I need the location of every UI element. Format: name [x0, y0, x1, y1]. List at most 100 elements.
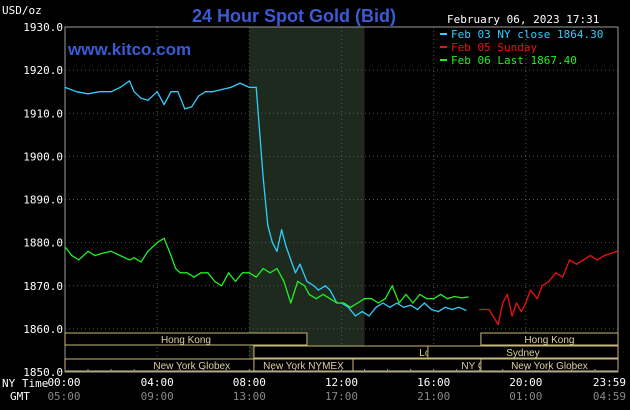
- x-tick-label-ny: 23:59: [593, 376, 626, 389]
- price-point-0: [204, 91, 207, 93]
- price-point-2: [467, 296, 469, 298]
- price-point-2: [283, 280, 285, 283]
- x-tick-label-gmt: 04:59: [593, 390, 626, 403]
- price-line-0: [64, 80, 467, 317]
- price-point-2: [439, 293, 442, 295]
- price-point-1: [610, 252, 612, 255]
- price-point-2: [453, 295, 456, 298]
- price-point-1: [497, 323, 499, 326]
- price-point-0: [239, 82, 241, 84]
- price-point-2: [101, 252, 103, 255]
- price-point-2: [419, 293, 421, 295]
- price-point-0: [444, 306, 446, 308]
- price-point-0: [255, 86, 257, 88]
- price-point-0: [211, 91, 214, 93]
- session-label: Sydney: [506, 348, 539, 359]
- price-point-2: [446, 298, 449, 300]
- x-tick-label-gmt: 05:00: [47, 390, 80, 403]
- chart-title: 24 Hour Spot Gold (Bid): [192, 6, 396, 26]
- session-label: New York Globex: [511, 361, 588, 372]
- price-point-2: [200, 272, 202, 274]
- price-point-0: [230, 86, 232, 88]
- x-tick-label-ny: 16:00: [417, 376, 450, 389]
- timestamp: February 06, 2023 17:31: [447, 13, 599, 26]
- price-point-0: [140, 97, 142, 99]
- price-point-2: [140, 261, 142, 263]
- price-point-2: [94, 254, 96, 257]
- price-point-1: [488, 308, 490, 311]
- price-point-2: [163, 237, 165, 239]
- price-point-0: [64, 86, 66, 88]
- price-point-0: [198, 95, 200, 97]
- price-point-0: [75, 91, 78, 93]
- x-tick-label-gmt: 01:00: [509, 390, 542, 403]
- price-point-1: [525, 302, 527, 304]
- y-tick-label: 1860.0: [23, 323, 63, 336]
- price-point-0: [156, 91, 158, 93]
- price-point-2: [186, 272, 188, 274]
- y-tick-label: 1870.0: [23, 280, 63, 293]
- x-tick-label-ny: 20:00: [509, 376, 542, 389]
- ny-time-label: NY Time: [2, 377, 48, 390]
- price-point-0: [184, 108, 186, 110]
- x-tick-label-ny: 00:00: [47, 376, 80, 389]
- y-tick-label: 1920.0: [23, 64, 63, 77]
- price-point-1: [596, 259, 598, 261]
- price-point-2: [290, 302, 292, 304]
- price-point-0: [368, 315, 370, 317]
- price-point-0: [382, 302, 384, 304]
- price-point-1: [520, 311, 522, 313]
- price-point-2: [64, 246, 66, 248]
- price-point-0: [285, 246, 287, 248]
- price-point-0: [458, 306, 460, 308]
- y-axis-label: USD/oz: [2, 4, 42, 17]
- price-point-0: [177, 91, 179, 93]
- price-point-0: [299, 263, 301, 265]
- price-point-0: [98, 91, 101, 93]
- price-point-1: [506, 293, 508, 295]
- price-point-2: [248, 272, 250, 274]
- legend-item-feb03: Feb 03 NY close 1864.30: [451, 28, 603, 41]
- price-point-2: [227, 272, 230, 274]
- nymex-shaded-rect: [249, 27, 365, 372]
- session-bar: [427, 345, 619, 359]
- session-bar: [64, 332, 308, 346]
- price-point-2: [322, 293, 324, 295]
- price-point-1: [529, 289, 532, 291]
- price-point-2: [110, 250, 112, 252]
- price-point-0: [324, 285, 326, 287]
- x-tick-label-gmt: 17:00: [325, 390, 358, 403]
- price-point-2: [175, 267, 177, 270]
- price-point-0: [313, 285, 315, 287]
- price-point-2: [350, 306, 352, 308]
- price-point-2: [78, 259, 80, 261]
- price-point-2: [234, 280, 237, 283]
- price-point-2: [71, 254, 73, 257]
- price-point-2: [460, 297, 462, 299]
- price-point-2: [133, 257, 135, 259]
- price-point-0: [267, 224, 269, 226]
- price-point-0: [451, 308, 453, 311]
- price-point-1: [616, 250, 619, 252]
- price-point-0: [191, 106, 193, 108]
- price-point-2: [363, 298, 366, 300]
- price-point-0: [465, 309, 467, 311]
- price-point-2: [329, 298, 331, 300]
- x-tick-label-gmt: 21:00: [417, 390, 450, 403]
- x-tick-label-gmt: 13:00: [233, 390, 266, 403]
- price-point-1: [511, 315, 513, 317]
- price-point-2: [297, 280, 299, 283]
- session-bar: [480, 358, 619, 372]
- session-label: Hong Kong: [161, 335, 211, 346]
- y-axis-ticks: 1930.0 1920.0 1910.0 1900.0 1890.0 1880.0 1870…: [23, 21, 63, 379]
- x-tick-label-ny: 12:00: [325, 376, 358, 389]
- price-point-1: [479, 308, 481, 311]
- price-point-1: [516, 302, 518, 304]
- x-tick-label-ny: 04:00: [141, 376, 174, 389]
- y-tick-label: 1890.0: [23, 194, 63, 207]
- price-point-2: [276, 267, 278, 270]
- price-point-0: [329, 289, 331, 291]
- y-tick-label: 1910.0: [23, 107, 63, 120]
- price-point-0: [147, 99, 149, 101]
